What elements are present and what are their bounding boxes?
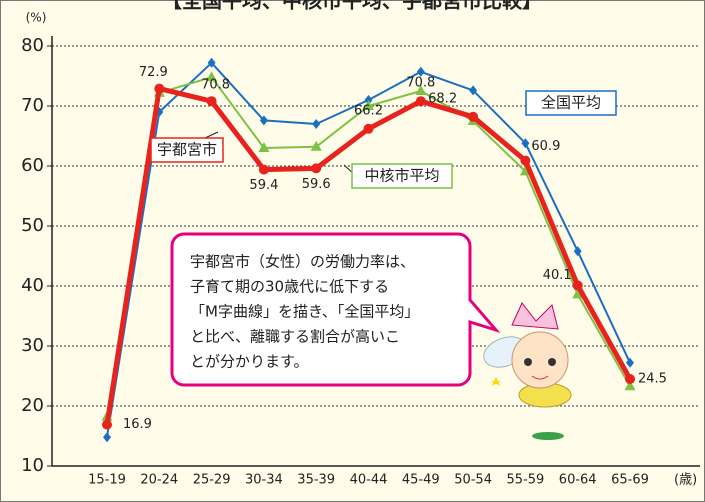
y-tick-label: 60 — [21, 155, 44, 176]
data-label: 70.8 — [201, 78, 230, 93]
y-tick-label: 20 — [21, 395, 44, 416]
point — [573, 280, 583, 290]
point — [311, 163, 321, 173]
data-label: 70.8 — [406, 76, 435, 91]
x-tick-label: 30-34 — [245, 473, 283, 488]
data-label: 68.2 — [428, 91, 457, 106]
point — [259, 165, 269, 175]
chart-title: 【全国平均、中核市平均、宇都宮市比較】 — [162, 0, 542, 13]
annotation-text: とが分かります。 — [190, 353, 309, 371]
x-tick-label: 20-24 — [140, 473, 178, 488]
x-tick-label: 55-59 — [507, 473, 545, 488]
data-label: 24.5 — [638, 372, 667, 387]
y-tick-label: 30 — [21, 335, 44, 356]
x-tick-label: 60-64 — [559, 473, 597, 488]
data-label: 40.1 — [543, 268, 572, 283]
chart: 【全国平均、中核市平均、宇都宮市比較】 (%) (歳) 10 20 30 40 50 60… — [0, 0, 705, 502]
legend-label: 全国平均 — [541, 94, 601, 112]
annotation-text: 宇都宮市（女性）の労働力率は、 — [190, 253, 415, 271]
x-tick-label: 25-29 — [193, 473, 231, 488]
y-tick-label: 70 — [21, 95, 44, 116]
x-tick-label: 45-49 — [402, 473, 440, 488]
point — [102, 420, 112, 430]
x-tick-label: 65-69 — [611, 473, 649, 488]
annotation-text: 「M字曲線」を描き、「全国平均」 — [190, 303, 419, 321]
point — [364, 124, 374, 134]
x-tick-label: 15-19 — [88, 473, 126, 488]
data-label: 59.6 — [302, 177, 331, 192]
y-tick-label: 80 — [21, 35, 44, 56]
x-tick-label: 40-44 — [350, 473, 388, 488]
data-label: 59.4 — [249, 178, 278, 193]
data-label: 66.2 — [354, 103, 383, 118]
x-unit: (歳) — [674, 473, 697, 488]
y-tick-label: 10 — [21, 455, 44, 476]
point — [154, 84, 164, 94]
legend-label: 宇都宮市 — [157, 141, 217, 159]
data-label: 60.9 — [531, 139, 560, 154]
y-tick-label: 40 — [21, 275, 44, 296]
x-tick-label: 35-39 — [297, 473, 335, 488]
y-unit: (%) — [26, 11, 47, 25]
legend-label: 中核市平均 — [364, 167, 439, 185]
data-label: 72.9 — [139, 65, 168, 80]
y-tick-label: 50 — [21, 215, 44, 236]
point — [468, 112, 478, 122]
point — [520, 156, 530, 166]
annotation-callout: 宇都宮市（女性）の労働力率は、子育て期の30歳代に低下する「M字曲線」を描き、「… — [172, 234, 496, 385]
point — [625, 374, 635, 384]
x-tick-label: 50-54 — [454, 473, 492, 488]
point — [416, 96, 426, 106]
annotation-text: 子育て期の30歳代に低下する — [190, 278, 389, 296]
point — [207, 96, 217, 106]
annotation-text: と比べ、離職する割合が高いこ — [190, 328, 400, 346]
data-label: 16.9 — [123, 417, 152, 432]
